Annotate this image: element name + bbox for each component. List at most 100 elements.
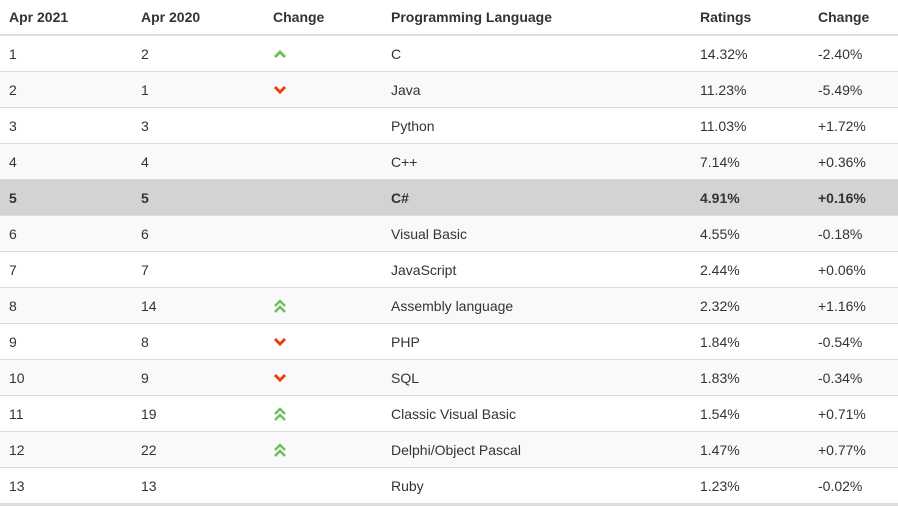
rank-2021: 13 bbox=[0, 467, 132, 505]
rating: 1.84% bbox=[691, 323, 809, 360]
table-header: Apr 2021 Apr 2020 Change Programming Langua… bbox=[0, 0, 898, 36]
table-row: 9 8 PHP 1.84% -0.54% bbox=[0, 323, 898, 360]
rating-change: +0.77% bbox=[809, 431, 898, 468]
table-row: 13 13 Ruby 1.23% -0.02% bbox=[0, 467, 898, 505]
rating: 11.03% bbox=[691, 107, 809, 144]
language-name: PHP bbox=[382, 323, 691, 360]
rating: 1.23% bbox=[691, 467, 809, 505]
column-header: Programming Language bbox=[382, 0, 691, 36]
language-name: C bbox=[382, 35, 691, 72]
rank-2021: 1 bbox=[0, 35, 132, 72]
rating: 4.91% bbox=[691, 179, 809, 216]
language-name: Java bbox=[382, 71, 691, 108]
language-name: Python bbox=[382, 107, 691, 144]
language-name: JavaScript bbox=[382, 251, 691, 288]
rating-change: -0.18% bbox=[809, 215, 898, 252]
table-row: 12 22 Delphi/Object Pascal 1.47% +0.77% bbox=[0, 431, 898, 468]
change-indicator bbox=[264, 359, 382, 396]
change-indicator bbox=[264, 251, 382, 288]
rank-2021: 4 bbox=[0, 143, 132, 180]
rank-2020: 1 bbox=[132, 71, 264, 108]
rating: 1.83% bbox=[691, 359, 809, 396]
change-indicator bbox=[264, 323, 382, 360]
rating-change: -0.54% bbox=[809, 323, 898, 360]
column-header: Apr 2021 bbox=[0, 0, 132, 36]
change-indicator bbox=[264, 395, 382, 432]
rank-2021: 9 bbox=[0, 323, 132, 360]
rating-change: -2.40% bbox=[809, 35, 898, 72]
rank-2020: 3 bbox=[132, 107, 264, 144]
column-header: Apr 2020 bbox=[132, 0, 264, 36]
change-indicator bbox=[264, 287, 382, 324]
chevron-up-icon bbox=[273, 49, 287, 58]
chevron-down-icon bbox=[273, 85, 287, 94]
table-row: 6 6 Visual Basic 4.55% -0.18% bbox=[0, 215, 898, 252]
rating-change: +0.71% bbox=[809, 395, 898, 432]
language-name: SQL bbox=[382, 359, 691, 396]
table-row: 2 1 Java 11.23% -5.49% bbox=[0, 71, 898, 108]
rank-2021: 3 bbox=[0, 107, 132, 144]
rating-change: +0.06% bbox=[809, 251, 898, 288]
rank-2020: 5 bbox=[132, 179, 264, 216]
column-header: Change bbox=[264, 0, 382, 36]
rating: 11.23% bbox=[691, 71, 809, 108]
rating: 2.32% bbox=[691, 287, 809, 324]
table-row: 4 4 C++ 7.14% +0.36% bbox=[0, 143, 898, 180]
rating-change: -0.02% bbox=[809, 467, 898, 505]
table-row: 3 3 Python 11.03% +1.72% bbox=[0, 107, 898, 144]
rating-change: +1.16% bbox=[809, 287, 898, 324]
column-header: Ratings bbox=[691, 0, 809, 36]
language-name: Delphi/Object Pascal bbox=[382, 431, 691, 468]
rating-change: +1.72% bbox=[809, 107, 898, 144]
table-row: 7 7 JavaScript 2.44% +0.06% bbox=[0, 251, 898, 288]
table-row: 11 19 Classic Visual Basic 1.54% +0.71% bbox=[0, 395, 898, 432]
rank-2020: 13 bbox=[132, 467, 264, 505]
rating: 7.14% bbox=[691, 143, 809, 180]
change-indicator bbox=[264, 35, 382, 72]
change-indicator bbox=[264, 215, 382, 252]
rank-2020: 22 bbox=[132, 431, 264, 468]
table-row: 5 5 C# 4.91% +0.16% bbox=[0, 179, 898, 216]
rank-2020: 2 bbox=[132, 35, 264, 72]
rating: 2.44% bbox=[691, 251, 809, 288]
rank-2020: 14 bbox=[132, 287, 264, 324]
language-name: C++ bbox=[382, 143, 691, 180]
rating-change: -5.49% bbox=[809, 71, 898, 108]
change-indicator bbox=[264, 179, 382, 216]
language-name: Ruby bbox=[382, 467, 691, 505]
rank-2021: 12 bbox=[0, 431, 132, 468]
double-chevron-up-icon bbox=[274, 298, 286, 313]
rating: 14.32% bbox=[691, 35, 809, 72]
rank-2020: 9 bbox=[132, 359, 264, 396]
double-chevron-up-icon bbox=[274, 406, 286, 421]
rank-2021: 10 bbox=[0, 359, 132, 396]
language-name: Visual Basic bbox=[382, 215, 691, 252]
change-indicator bbox=[264, 431, 382, 468]
rating-change: +0.36% bbox=[809, 143, 898, 180]
rank-2020: 6 bbox=[132, 215, 264, 252]
table-row: 1 2 C 14.32% -2.40% bbox=[0, 35, 898, 72]
language-name: Classic Visual Basic bbox=[382, 395, 691, 432]
change-indicator bbox=[264, 71, 382, 108]
rank-2021: 2 bbox=[0, 71, 132, 108]
change-indicator bbox=[264, 467, 382, 505]
rating-change: -0.34% bbox=[809, 359, 898, 396]
rank-2020: 4 bbox=[132, 143, 264, 180]
change-indicator bbox=[264, 143, 382, 180]
rating: 1.54% bbox=[691, 395, 809, 432]
chevron-down-icon bbox=[273, 373, 287, 382]
language-name: Assembly language bbox=[382, 287, 691, 324]
rating: 1.47% bbox=[691, 431, 809, 468]
rank-2020: 8 bbox=[132, 323, 264, 360]
rank-2021: 7 bbox=[0, 251, 132, 288]
column-header: Change bbox=[809, 0, 898, 36]
language-name: C# bbox=[382, 179, 691, 216]
rank-2020: 19 bbox=[132, 395, 264, 432]
rating-change: +0.16% bbox=[809, 179, 898, 216]
rank-2021: 11 bbox=[0, 395, 132, 432]
rating: 4.55% bbox=[691, 215, 809, 252]
chevron-down-icon bbox=[273, 337, 287, 346]
rank-2021: 8 bbox=[0, 287, 132, 324]
table-row: 10 9 SQL 1.83% -0.34% bbox=[0, 359, 898, 396]
